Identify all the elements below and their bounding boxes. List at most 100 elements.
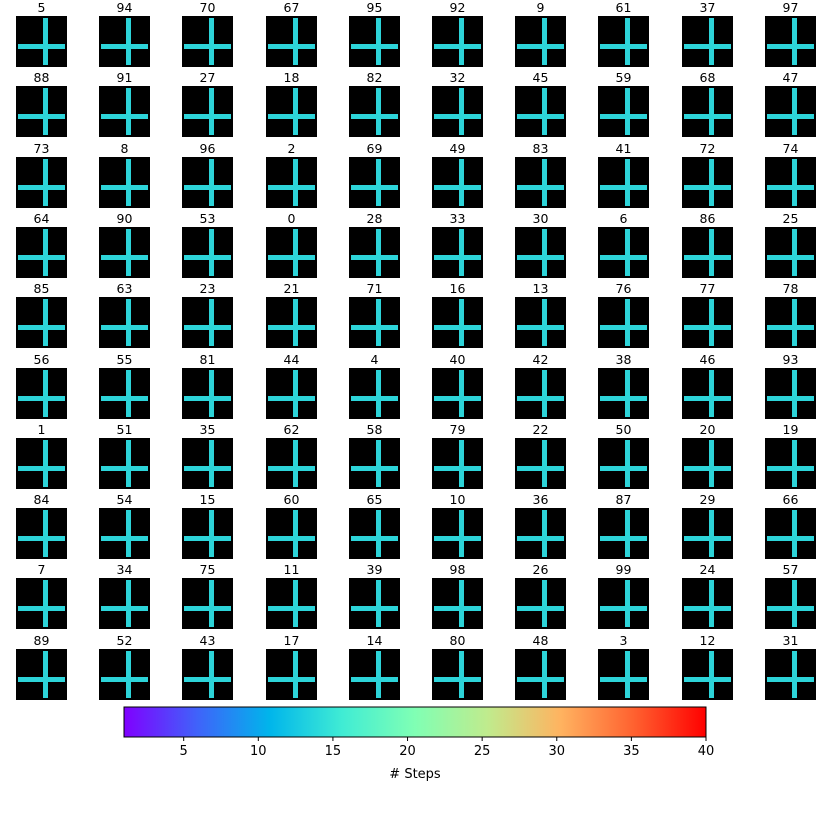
panel-title: 67 — [284, 0, 300, 15]
panel-title: 21 — [284, 281, 300, 296]
panel-title: 49 — [450, 141, 466, 156]
maze-wall-vertical — [376, 88, 381, 135]
maze-wall-horizontal — [18, 606, 65, 611]
maze-wall-horizontal — [434, 606, 481, 611]
panel-title: 89 — [34, 633, 50, 648]
maze-wall-horizontal — [434, 536, 481, 541]
panel-title: 29 — [700, 492, 716, 507]
maze-wall-horizontal — [184, 114, 231, 119]
maze-wall-horizontal — [184, 536, 231, 541]
maze-wall-horizontal — [434, 396, 481, 401]
panel-title: 54 — [117, 492, 133, 507]
maze-panel: 71 — [349, 281, 400, 348]
maze-wall-horizontal — [767, 255, 814, 260]
panel-title: 4 — [371, 352, 379, 367]
maze-background — [16, 368, 67, 419]
maze-background — [99, 157, 150, 208]
panel-title: 14 — [367, 633, 383, 648]
maze-wall-horizontal — [351, 325, 398, 330]
maze-background — [682, 227, 733, 278]
maze-background — [349, 227, 400, 278]
maze-wall-horizontal — [684, 255, 731, 260]
maze-panel: 96 — [182, 141, 233, 208]
panel-title: 78 — [783, 281, 799, 296]
maze-background — [432, 297, 483, 348]
maze-wall-horizontal — [18, 325, 65, 330]
maze-background — [266, 227, 317, 278]
maze-panel: 66 — [765, 492, 816, 559]
maze-wall-horizontal — [517, 255, 564, 260]
maze-wall-vertical — [126, 88, 131, 135]
panel-title: 70 — [200, 0, 216, 15]
maze-panel: 91 — [99, 70, 150, 137]
maze-panel: 43 — [182, 633, 233, 700]
maze-wall-vertical — [709, 88, 714, 135]
maze-background — [598, 16, 649, 67]
maze-panel: 28 — [349, 211, 400, 278]
maze-panel: 81 — [182, 352, 233, 419]
maze-panel: 12 — [682, 633, 733, 700]
maze-background — [765, 297, 816, 348]
maze-background — [682, 649, 733, 700]
panel-title: 53 — [200, 211, 216, 226]
maze-wall-horizontal — [517, 114, 564, 119]
maze-background — [432, 16, 483, 67]
maze-background — [432, 86, 483, 137]
maze-panel: 17 — [266, 633, 317, 700]
maze-wall-horizontal — [268, 466, 315, 471]
maze-wall-vertical — [376, 229, 381, 276]
panel-title: 0 — [288, 211, 296, 226]
maze-background — [349, 578, 400, 629]
panel-title: 27 — [200, 70, 216, 85]
maze-wall-vertical — [625, 159, 630, 206]
maze-panel: 49 — [432, 141, 483, 208]
maze-wall-vertical — [792, 229, 797, 276]
panel-title: 41 — [616, 141, 632, 156]
maze-background — [182, 438, 233, 489]
maze-wall-horizontal — [684, 677, 731, 682]
maze-panel: 83 — [515, 141, 566, 208]
maze-wall-vertical — [43, 440, 48, 487]
maze-panel: 87 — [598, 492, 649, 559]
maze-wall-vertical — [376, 18, 381, 65]
maze-wall-vertical — [709, 440, 714, 487]
maze-panel: 34 — [99, 562, 150, 629]
maze-background — [598, 86, 649, 137]
panel-title: 82 — [367, 70, 383, 85]
maze-wall-horizontal — [684, 44, 731, 49]
maze-background — [765, 649, 816, 700]
maze-wall-vertical — [459, 88, 464, 135]
maze-wall-vertical — [792, 88, 797, 135]
maze-wall-horizontal — [684, 606, 731, 611]
panel-title: 6 — [620, 211, 628, 226]
panel-title: 38 — [616, 352, 632, 367]
maze-wall-horizontal — [600, 606, 647, 611]
maze-wall-vertical — [376, 580, 381, 627]
maze-panel: 19 — [765, 422, 816, 489]
maze-panel: 98 — [432, 562, 483, 629]
maze-background — [765, 157, 816, 208]
panel-title: 79 — [450, 422, 466, 437]
panel-title: 43 — [200, 633, 216, 648]
panel-title: 65 — [367, 492, 383, 507]
maze-background — [432, 508, 483, 559]
maze-panel: 52 — [99, 633, 150, 700]
maze-wall-horizontal — [268, 677, 315, 682]
maze-wall-vertical — [792, 159, 797, 206]
maze-background — [349, 368, 400, 419]
maze-background — [515, 297, 566, 348]
maze-wall-horizontal — [101, 606, 148, 611]
maze-panel: 40 — [432, 352, 483, 419]
maze-wall-vertical — [542, 651, 547, 698]
maze-panel: 56 — [16, 352, 67, 419]
maze-wall-horizontal — [684, 325, 731, 330]
maze-panel: 13 — [515, 281, 566, 348]
maze-wall-vertical — [376, 440, 381, 487]
maze-wall-vertical — [709, 18, 714, 65]
maze-panel: 23 — [182, 281, 233, 348]
maze-wall-horizontal — [101, 536, 148, 541]
maze-panel: 99 — [598, 562, 649, 629]
maze-background — [266, 86, 317, 137]
maze-panel: 60 — [266, 492, 317, 559]
